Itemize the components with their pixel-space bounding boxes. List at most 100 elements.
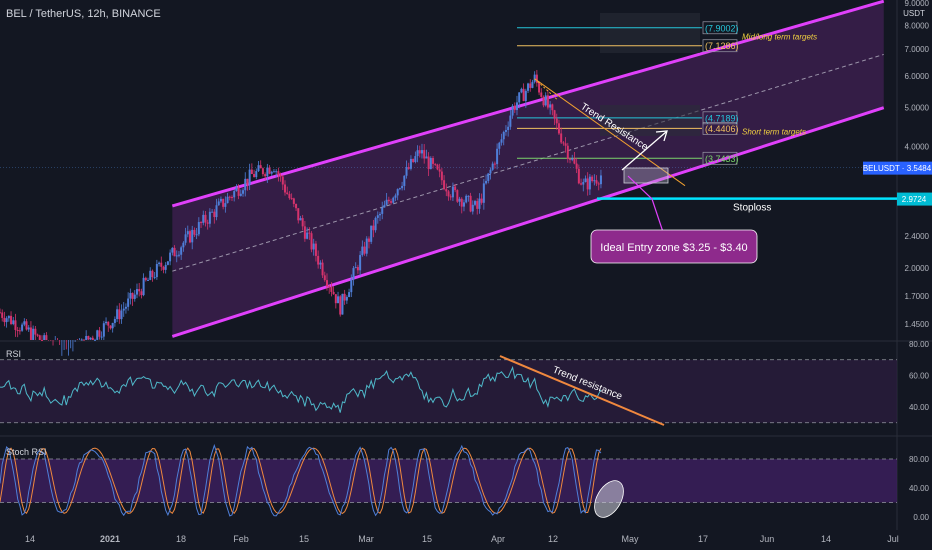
candle-body: [239, 193, 242, 196]
candle-body: [542, 96, 545, 106]
channel-upper-line: [171, 0, 885, 208]
candle-body: [383, 204, 386, 208]
candle-body: [25, 321, 28, 330]
rsi-line: [0, 365, 602, 413]
candle-body: [482, 183, 485, 203]
time-tick-label: 14: [25, 534, 35, 544]
candle-body: [403, 175, 406, 186]
target-label: (7.9002): [705, 23, 739, 33]
candle-body: [352, 268, 355, 280]
candle-body: [308, 232, 311, 234]
stoch-title: Stoch RSI: [6, 447, 47, 457]
candle-body: [540, 92, 543, 97]
candle-body: [149, 270, 152, 280]
candle-body: [206, 222, 209, 224]
candle-body: [189, 231, 192, 243]
candle-body: [493, 163, 496, 165]
stoploss-tag: [897, 192, 932, 206]
candle-body: [416, 150, 419, 157]
candle-body: [432, 157, 435, 164]
candle-body: [297, 208, 300, 221]
candle-body: [286, 192, 289, 194]
time-tick-label: 15: [299, 534, 309, 544]
candle-body: [354, 267, 357, 269]
candle-body: [414, 156, 417, 163]
candle-body: [43, 335, 46, 340]
stoploss-tag-label: 2.9724: [902, 195, 927, 204]
candle-body: [538, 82, 541, 93]
candle-body: [284, 184, 287, 193]
candle-body: [440, 171, 443, 181]
price-tick-label: 7.0000: [905, 45, 930, 54]
candle-body: [177, 254, 180, 256]
candle-body: [193, 229, 196, 235]
candle-body: [111, 322, 114, 329]
candle-body: [405, 167, 408, 176]
time-tick-label: Feb: [233, 534, 249, 544]
candle-body: [529, 83, 532, 88]
target-label-box: [702, 39, 738, 53]
candle-body: [96, 330, 99, 340]
candle-body: [281, 176, 284, 185]
candle-body: [420, 150, 423, 154]
candle-body: [591, 176, 594, 182]
candle-body: [29, 327, 32, 340]
candle-body: [109, 325, 112, 329]
target-box-long: [600, 13, 700, 53]
candle-body: [142, 277, 145, 296]
candle-body: [118, 309, 121, 320]
candle-body: [32, 328, 35, 340]
candle-body: [586, 178, 589, 190]
trend-resistance-dash: [534, 78, 558, 100]
time-tick-label: Jul: [887, 534, 899, 544]
candle-body: [217, 201, 220, 206]
candle-body: [208, 211, 211, 224]
time-tick-label: Jun: [760, 534, 775, 544]
candle-body: [429, 157, 432, 170]
candle-body: [390, 201, 393, 203]
price-tick-label: 9.0000: [905, 0, 930, 8]
candle-body: [312, 243, 315, 250]
candle-body: [447, 191, 450, 197]
candle-body: [370, 225, 373, 242]
candle-body: [257, 165, 260, 172]
candle-body: [531, 81, 534, 88]
candle-body: [264, 174, 267, 177]
candle-body: [270, 171, 273, 174]
candle-body: [396, 189, 399, 196]
time-tick-label: 12: [548, 534, 558, 544]
candle-body: [5, 318, 8, 323]
candle-body: [325, 280, 328, 287]
time-tick-label: 14: [821, 534, 831, 544]
price-tick-label: 5.0000: [905, 104, 930, 113]
candle-body: [113, 319, 116, 323]
candle-body: [566, 145, 569, 159]
candle-body: [345, 296, 348, 301]
candle-body: [401, 185, 404, 189]
candle-body: [451, 186, 454, 198]
candle-body: [242, 190, 245, 194]
candle-body: [348, 292, 351, 297]
candle-body: [599, 175, 602, 185]
candle-body: [45, 335, 48, 340]
candle-body: [507, 126, 510, 130]
candle-body: [449, 196, 452, 198]
candle-body: [82, 339, 85, 341]
candle-body: [12, 320, 15, 325]
time-tick-label: 18: [176, 534, 186, 544]
candle-body: [504, 129, 507, 132]
candle-body: [425, 156, 428, 159]
candle-body: [460, 198, 463, 207]
entry-pointer: [627, 175, 664, 233]
candle-body: [129, 292, 132, 299]
candle-body: [153, 277, 156, 279]
candle-body: [98, 330, 101, 337]
time-tick-label: 17: [698, 534, 708, 544]
candle-body: [80, 339, 83, 341]
candle-body: [392, 197, 395, 203]
candle-body: [219, 198, 222, 202]
candle-body: [1, 312, 4, 318]
